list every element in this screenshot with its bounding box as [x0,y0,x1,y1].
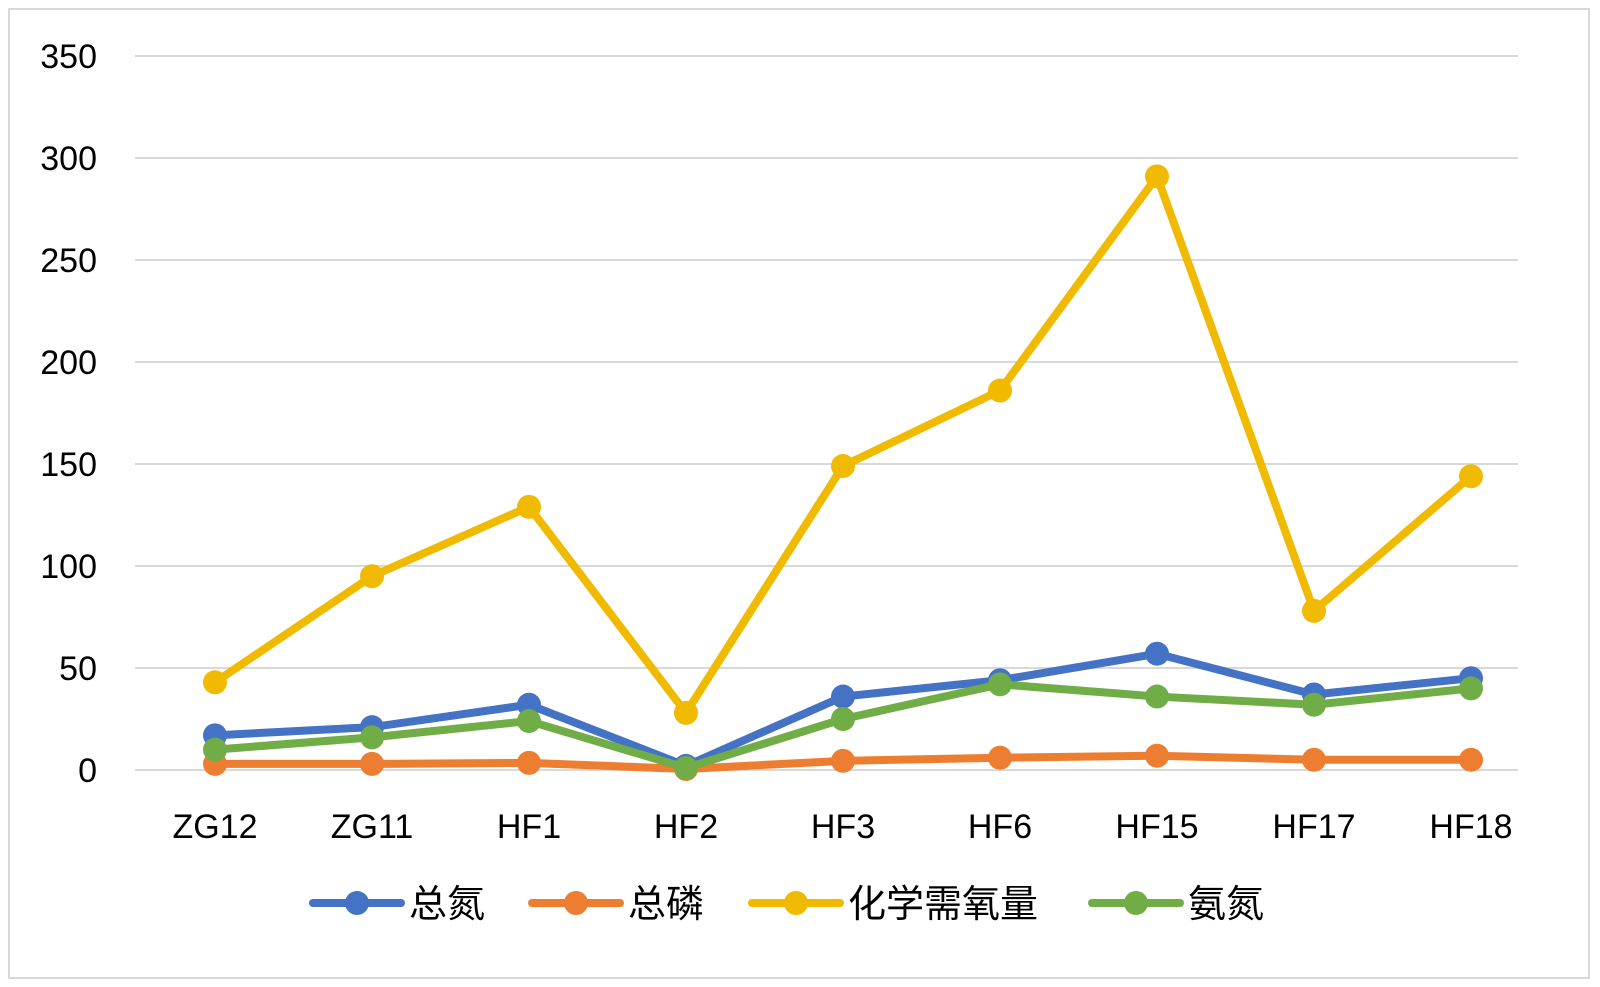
y-tick-label: 200 [40,344,97,382]
x-tick-label: ZG11 [331,808,414,846]
data-point [1145,684,1169,709]
data-point [1145,743,1169,768]
y-tick-label: 300 [40,140,97,178]
data-point [517,709,541,734]
legend-item: 总磷 [528,882,704,926]
series-2 [203,164,1483,725]
data-point [988,378,1012,403]
data-point [831,748,855,773]
legend-label: 总氮 [409,882,485,926]
data-point [203,737,227,762]
legend-swatch-marker [564,891,588,915]
x-tick-label: HF1 [497,808,561,846]
legend-label: 总磷 [628,882,704,926]
legend: 总氮 总磷 化学需氧量 氨氮 [309,882,1264,926]
data-point [1459,747,1483,772]
x-tick-label: HF18 [1429,808,1512,846]
y-tick-label: 250 [40,242,97,280]
x-tick-label: HF15 [1115,808,1198,846]
x-tick-label: ZG12 [172,808,257,846]
x-tick-label: HF2 [654,808,718,846]
data-point [517,750,541,775]
x-tick-label: HF6 [968,808,1032,846]
data-point [831,684,855,709]
series-3 [203,672,1483,780]
data-point [203,670,227,695]
legend-swatch-marker [784,891,808,915]
data-point [1302,747,1326,772]
legend-swatch-marker [1124,891,1148,915]
data-point [1302,598,1326,623]
legend-item: 氨氮 [1088,882,1264,926]
series-lines [203,164,1483,781]
data-point [360,751,384,776]
y-tick-label: 350 [40,38,97,76]
x-tick-label: HF3 [811,808,875,846]
legend-label: 氨氮 [1188,882,1264,926]
data-point [360,725,384,750]
data-point [517,494,541,519]
x-tick-label: HF17 [1272,808,1355,846]
legend-swatch-marker [345,891,369,915]
y-tick-label: 50 [59,650,97,688]
y-tick-label: 0 [78,752,97,790]
x-axis-ticks: ZG12 ZG11 HF1 HF2 HF3 HF6 HF15 HF17 HF18 [172,808,1512,846]
data-point [360,564,384,589]
y-tick-label: 100 [40,548,97,586]
data-point [988,672,1012,697]
legend-label: 化学需氧量 [848,882,1038,926]
legend-item: 总氮 [309,882,485,926]
data-point [674,755,698,780]
data-point [988,745,1012,770]
chart-frame [8,8,1590,979]
gridlines [135,55,1518,771]
series-line [211,172,1475,717]
data-point [1459,676,1483,701]
series-1 [203,743,1483,781]
data-point [1459,464,1483,489]
legend-item: 化学需氧量 [748,882,1038,926]
data-point [1145,164,1169,189]
y-tick-label: 150 [40,446,97,484]
data-point [674,700,698,725]
data-point [831,454,855,479]
y-axis-ticks: 0 50 100 150 200 250 300 350 [40,38,97,790]
data-point [1145,641,1169,666]
data-point [1302,692,1326,717]
data-point [831,707,855,731]
